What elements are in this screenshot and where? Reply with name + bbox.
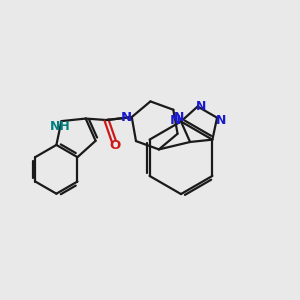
Text: N: N xyxy=(121,111,132,124)
Text: N: N xyxy=(215,114,226,127)
Text: NH: NH xyxy=(50,120,70,133)
Text: N: N xyxy=(170,113,181,127)
Text: O: O xyxy=(110,139,121,152)
Text: N: N xyxy=(196,100,206,113)
Text: N: N xyxy=(174,111,185,124)
